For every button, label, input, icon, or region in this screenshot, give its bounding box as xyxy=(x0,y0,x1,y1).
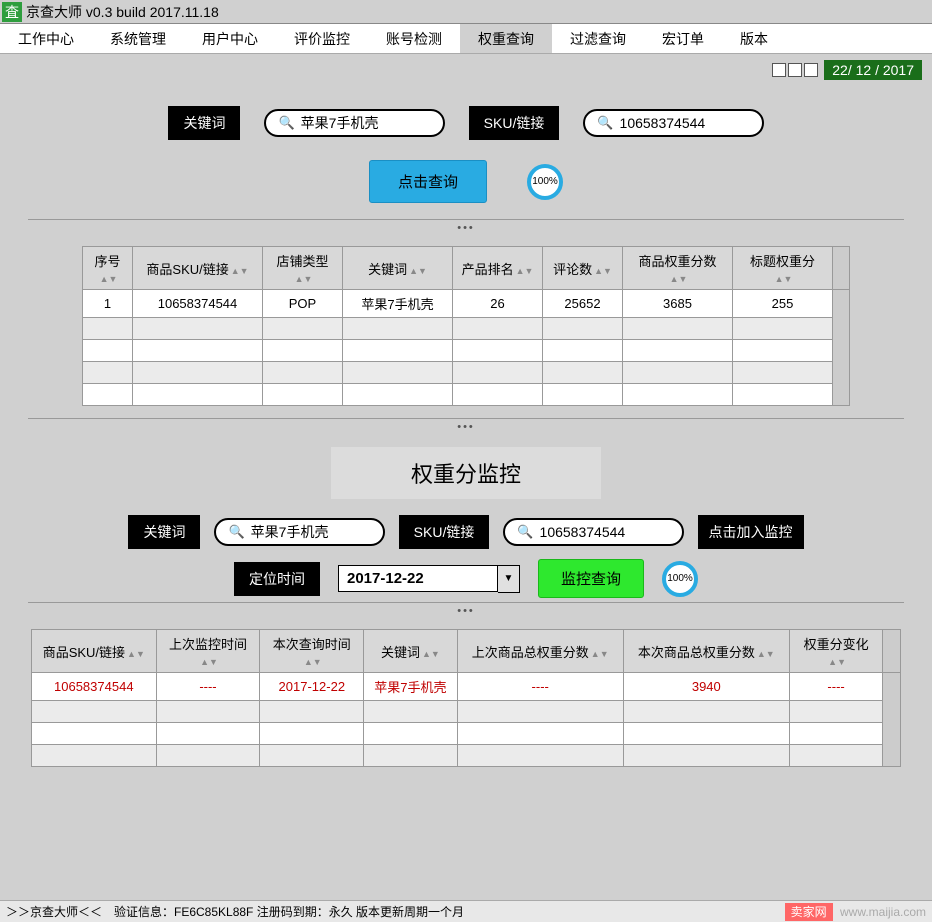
keyword-input-wrap[interactable]: 🔍 xyxy=(214,518,384,546)
tool-icon-1[interactable] xyxy=(772,63,786,77)
toolbar-icons xyxy=(772,63,818,77)
scrollbar[interactable] xyxy=(883,673,901,767)
query-button[interactable]: 点击查询 xyxy=(369,160,487,203)
menu-item-0[interactable]: 工作中心 xyxy=(0,24,92,53)
search-icon: 🔍 xyxy=(278,115,294,131)
table2-header[interactable]: 上次监控时间▲▼ xyxy=(156,630,260,673)
app-icon: 査 xyxy=(2,2,22,22)
watermark-url: www.maijia.com xyxy=(840,905,926,919)
keyword-label: 关键词 xyxy=(128,515,200,549)
table1-header[interactable]: 商品SKU/链接▲▼ xyxy=(133,247,263,290)
search-row-top: 关键词 🔍 SKU/链接 🔍 xyxy=(20,106,912,140)
dots: ••• xyxy=(20,421,912,433)
table1-header[interactable]: 关键词▲▼ xyxy=(343,247,453,290)
table-cell: 10658374544 xyxy=(133,290,263,318)
keyword-input[interactable] xyxy=(301,115,431,131)
table1-header[interactable]: 商品权重分数▲▼ xyxy=(623,247,733,290)
divider xyxy=(28,219,904,220)
progress-ring: 100% xyxy=(662,561,698,597)
date-select[interactable]: ▼ xyxy=(338,565,520,593)
tool-icon-2[interactable] xyxy=(788,63,802,77)
divider xyxy=(28,418,904,419)
table-cell: 25652 xyxy=(543,290,623,318)
table1-header[interactable]: 标题权重分▲▼ xyxy=(733,247,833,290)
dots: ••• xyxy=(20,222,912,234)
scrollbar[interactable] xyxy=(833,290,850,406)
menu-item-6[interactable]: 过滤查询 xyxy=(552,24,644,53)
sku-label: SKU/链接 xyxy=(469,106,560,140)
search-icon: 🔍 xyxy=(228,524,244,540)
date-dropdown-button[interactable]: ▼ xyxy=(498,565,520,593)
status-text: ＞＞京查大师＜＜ 验证信息：FE6C85KL88F 注册码到期：永久 版本更新周… xyxy=(6,903,464,920)
sku-input[interactable] xyxy=(620,115,750,131)
section-title-box: 权重分监控 xyxy=(331,447,601,499)
query-row: 点击查询 100% xyxy=(20,160,912,203)
watermark-badge: 卖家网 xyxy=(785,903,833,921)
table-cell: POP xyxy=(263,290,343,318)
date-badge: 22/ 12 / 2017 xyxy=(824,60,922,80)
divider xyxy=(28,602,904,603)
table-cell: 苹果7手机壳 xyxy=(343,290,453,318)
toolbar-row: 22/ 12 / 2017 xyxy=(0,54,932,86)
table1-header[interactable]: 序号▲▼ xyxy=(83,247,133,290)
table2-header[interactable]: 本次商品总权重分数▲▼ xyxy=(623,630,789,673)
menu-item-8[interactable]: 版本 xyxy=(722,24,786,53)
add-monitor-button[interactable]: 点击加入监控 xyxy=(698,515,804,549)
table2-header[interactable]: 本次查询时间▲▼ xyxy=(260,630,364,673)
progress-ring: 100% xyxy=(527,164,563,200)
tool-icon-3[interactable] xyxy=(804,63,818,77)
monitor-row-2: 定位时间 ▼ 监控查询 100% xyxy=(20,559,912,598)
sku-input-wrap[interactable]: 🔍 xyxy=(503,518,683,546)
table-cell: ---- xyxy=(789,673,882,701)
table-cell: 1 xyxy=(83,290,133,318)
table2-header[interactable]: 商品SKU/链接▲▼ xyxy=(32,630,157,673)
results-table-1: 序号▲▼商品SKU/链接▲▼店铺类型▲▼关键词▲▼产品排名▲▼评论数▲▼商品权重… xyxy=(82,246,850,406)
search-icon: 🔍 xyxy=(517,524,533,540)
table1-header[interactable]: 产品排名▲▼ xyxy=(453,247,543,290)
watermark: 卖家网 www.maijia.com xyxy=(785,903,926,920)
section-title: 权重分监控 xyxy=(411,457,521,489)
date-input[interactable] xyxy=(338,565,498,592)
menu-item-5[interactable]: 权重查询 xyxy=(460,24,552,53)
table-cell: 2017-12-22 xyxy=(260,673,364,701)
monitor-query-button[interactable]: 监控查询 xyxy=(538,559,644,598)
menu-item-7[interactable]: 宏订单 xyxy=(644,24,722,53)
table2-header[interactable]: 上次商品总权重分数▲▼ xyxy=(457,630,623,673)
date-label: 定位时间 xyxy=(234,562,320,596)
monitor-keyword-input[interactable] xyxy=(251,524,371,540)
table-cell: 26 xyxy=(453,290,543,318)
menu-item-1[interactable]: 系统管理 xyxy=(92,24,184,53)
dots: ••• xyxy=(20,605,912,617)
table-cell: ---- xyxy=(457,673,623,701)
table-cell: 10658374544 xyxy=(32,673,157,701)
search-icon: 🔍 xyxy=(597,115,613,131)
menu-item-3[interactable]: 评价监控 xyxy=(276,24,368,53)
sku-label: SKU/链接 xyxy=(399,515,490,549)
table-cell: 255 xyxy=(733,290,833,318)
sku-input-wrap[interactable]: 🔍 xyxy=(583,109,763,137)
menu-item-2[interactable]: 用户中心 xyxy=(184,24,276,53)
table2-header[interactable]: 关键词▲▼ xyxy=(364,630,457,673)
monitor-sku-input[interactable] xyxy=(540,524,670,540)
table-cell: 3940 xyxy=(623,673,789,701)
statusbar: ＞＞京查大师＜＜ 验证信息：FE6C85KL88F 注册码到期：永久 版本更新周… xyxy=(0,900,932,922)
monitor-search-row: 关键词 🔍 SKU/链接 🔍 点击加入监控 xyxy=(20,515,912,549)
menu-item-4[interactable]: 账号检测 xyxy=(368,24,460,53)
window-title: 京查大师 v0.3 build 2017.11.18 xyxy=(26,2,219,22)
table-cell: 3685 xyxy=(623,290,733,318)
table1-header[interactable]: 店铺类型▲▼ xyxy=(263,247,343,290)
menubar: 工作中心系统管理用户中心评价监控账号检测权重查询过滤查询宏订单版本 xyxy=(0,24,932,54)
table2-header[interactable]: 权重分变化▲▼ xyxy=(789,630,882,673)
results-table-2: 商品SKU/链接▲▼上次监控时间▲▼本次查询时间▲▼关键词▲▼上次商品总权重分数… xyxy=(31,629,901,767)
keyword-label: 关键词 xyxy=(168,106,240,140)
table-cell: 苹果7手机壳 xyxy=(364,673,457,701)
table-cell: ---- xyxy=(156,673,260,701)
table1-header[interactable]: 评论数▲▼ xyxy=(543,247,623,290)
keyword-input-wrap[interactable]: 🔍 xyxy=(264,109,444,137)
titlebar: 査 京查大师 v0.3 build 2017.11.18 xyxy=(0,0,932,24)
